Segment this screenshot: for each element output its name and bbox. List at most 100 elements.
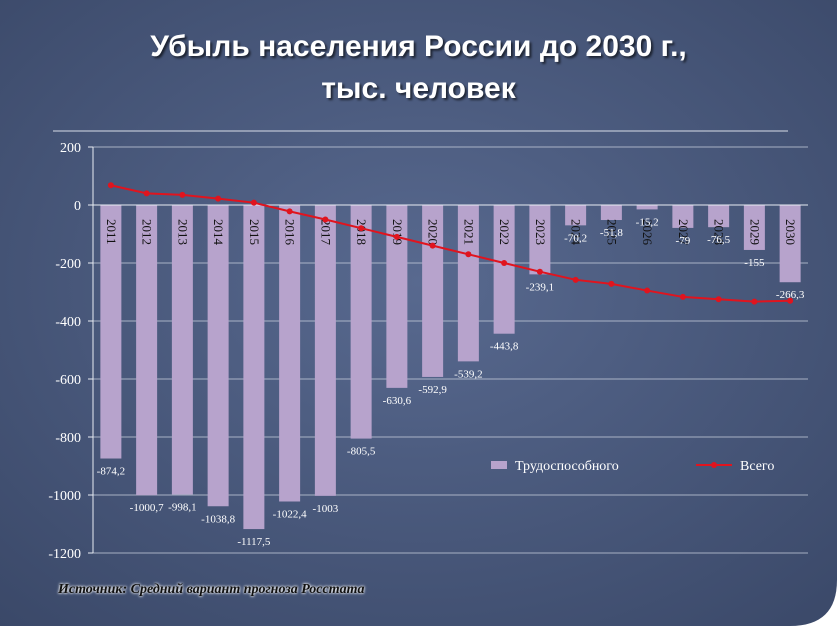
category-label: 2024 [569,219,584,246]
category-label: 2017 [318,219,333,246]
bar-value-label: -443,8 [490,341,519,353]
bar [493,205,515,334]
bar-value-label: -1000,7 [130,502,164,514]
category-label: 2019 [390,219,405,245]
bar [457,205,479,362]
bar-value-label: -1003 [313,503,339,515]
bar-value-label: -70,2 [564,232,587,244]
bar-value-label: -51,8 [600,227,623,239]
bar [279,205,301,502]
line-marker [215,195,222,202]
category-label: 2021 [461,219,476,245]
line-marker [393,233,400,240]
y-tick-label: -200 [55,257,81,272]
bar [529,205,551,275]
bar-value-label: -155 [744,257,765,269]
line-marker [250,199,257,206]
y-tick-label: 200 [60,141,81,156]
bar-value-label: -266,3 [776,289,805,301]
category-label: 2023 [533,219,548,245]
bar-value-label: -15,2 [636,216,659,228]
bar [743,205,765,250]
bar [350,205,372,439]
y-tick-label: -1000 [48,489,81,504]
line-series [107,182,794,305]
category-label: 2015 [247,219,262,245]
category-labels: 2011 2012 2013 2014 2015 2016 2017 2018 2019 2020… [104,219,798,246]
bar [243,205,265,530]
bar-value-label: -998,1 [168,501,196,513]
category-label: 2014 [211,219,226,246]
category-label: 2012 [140,219,155,245]
bar [565,205,587,226]
line-marker [787,297,794,304]
bar [708,205,730,228]
line-marker [715,296,722,303]
chart-title-line1: Убыль населения России до 2030 г., [150,30,687,63]
bar-value-label: -79 [676,235,691,247]
bar [779,205,801,283]
axis-layer [92,147,808,553]
category-label: 2028 [712,219,727,245]
grid-layer [88,146,808,554]
bar-value-label: -874,2 [97,466,125,478]
bar-value-label: -76,5 [707,234,730,246]
bar [386,205,408,388]
bar [100,205,122,459]
y-tick-label: -400 [55,315,81,330]
bar-value-label: -805,5 [347,446,376,458]
bar [207,205,229,507]
line-path [110,184,791,303]
category-label: 2030 [783,219,798,245]
y-tick-label: -800 [55,431,81,446]
bar [314,205,336,496]
chart-title-line2: тыс. человек [321,72,516,105]
y-tick-label: -600 [55,373,81,388]
category-label: 2029 [747,219,762,245]
category-label: 2016 [283,219,298,246]
category-label: 2020 [426,219,441,245]
legend-label-bar: Трудоспособного [515,459,619,474]
bar [636,205,658,210]
category-label: 2027 [676,219,691,246]
bar-value-labels: -874,2 -1000,7 -998,1 -1038,8-1117,5 -1022,4… [97,216,805,548]
line-marker [143,190,150,197]
line-marker [179,191,186,198]
bar-value-label: -592,9 [418,384,447,396]
category-label: 2026 [640,219,655,246]
line-marker [286,208,293,215]
line-marker [608,280,615,287]
bar [600,205,622,221]
category-label: 2013 [175,219,190,245]
line-marker [322,216,329,223]
line-marker [429,242,436,249]
category-label: 2025 [604,219,619,245]
line-marker [751,298,758,305]
line-marker [536,268,543,275]
line-marker [644,287,651,294]
legend: Трудоспособного Всего [491,459,774,474]
line-marker [679,293,686,300]
bar [171,205,193,495]
category-label: 2011 [104,219,119,245]
category-label: 2022 [497,219,512,245]
bar [136,205,158,496]
bar-series [100,205,801,530]
y-tick-labels: 200 0 -200 -400 -600 -800 -1000 -1200 [48,141,81,562]
category-label: 2018 [354,219,369,245]
line-marker [107,182,114,189]
legend-label-line: Всего [740,459,774,474]
line-marker [572,276,579,283]
bar-value-label: -539,2 [454,368,482,380]
bar [422,205,444,377]
bar [672,205,694,228]
line-marker [358,225,365,232]
y-tick-label: 0 [74,199,81,214]
bar-value-label: -1117,5 [237,536,271,548]
legend-swatch-marker [711,462,717,468]
line-marker [501,260,508,266]
source-note: Источник: Средний вариант прогноза Росст… [58,582,365,597]
bar-value-label: -239,1 [526,281,554,293]
